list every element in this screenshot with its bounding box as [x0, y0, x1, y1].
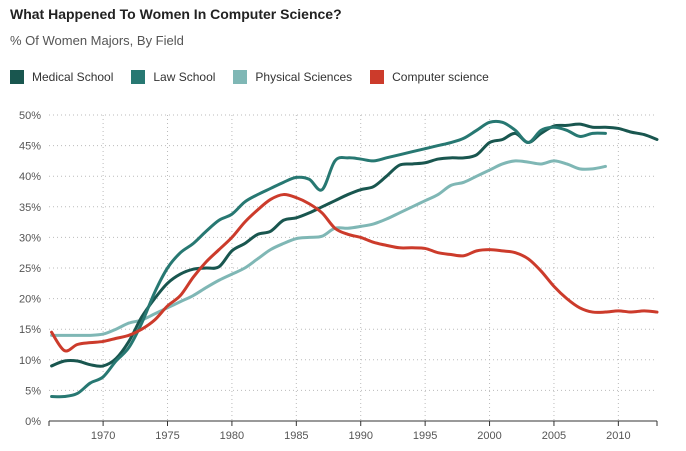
- x-tick-label: 1980: [220, 430, 244, 442]
- series-line-physical-sciences: [50, 159, 607, 337]
- y-tick-label: 45%: [19, 141, 41, 153]
- gridlines: [49, 114, 657, 421]
- x-axis: 1970 1975 1980 1985 1990 1995 2000 2005 2010: [48, 420, 658, 442]
- series-lines: [50, 119, 659, 399]
- x-tick-label: 2005: [542, 430, 566, 442]
- y-tick-label: 5%: [25, 385, 41, 397]
- legend-item-physical-sciences: Physical Sciences: [233, 70, 352, 84]
- legend-label-medical-school: Medical School: [32, 70, 114, 84]
- legend-swatch-physical-sciences: [233, 70, 248, 84]
- legend-item-medical-school: Medical School: [10, 70, 113, 84]
- y-tick-label: 10%: [19, 355, 41, 367]
- y-tick-label: 35%: [19, 202, 41, 214]
- y-axis-ticks: 0% 5% 10% 15% 20% 25% 30% 35% 40% 45% 50%: [19, 110, 41, 428]
- legend-label-computer-science: Computer science: [392, 70, 489, 84]
- legend-label-law-school: Law School: [153, 70, 216, 84]
- series-line-law-school: [50, 119, 607, 399]
- y-tick-label: 30%: [19, 232, 41, 244]
- x-tick-label: 2010: [606, 430, 630, 442]
- legend-label-physical-sciences: Physical Sciences: [255, 70, 353, 84]
- x-tick-label: 1970: [91, 430, 115, 442]
- legend-swatch-computer-science: [370, 70, 385, 84]
- x-tick-label: 1975: [155, 430, 179, 442]
- y-tick-label: 50%: [19, 110, 41, 122]
- legend-item-computer-science: Computer science: [370, 70, 489, 84]
- y-tick-label: 20%: [19, 294, 41, 306]
- series-line-computer-science: [50, 193, 659, 353]
- chart-subtitle: % Of Women Majors, By Field: [10, 33, 184, 48]
- y-tick-label: 0%: [25, 416, 41, 428]
- legend-swatch-medical-school: [10, 70, 24, 84]
- legend-item-law-school: Law School: [131, 70, 215, 84]
- y-tick-label: 25%: [19, 263, 41, 275]
- y-tick-label: 15%: [19, 324, 41, 336]
- x-tick-label: 1995: [413, 430, 437, 442]
- chart-legend: Medical School Law School Physical Scien…: [10, 70, 507, 84]
- x-tick-label: 1990: [348, 430, 372, 442]
- x-tick-label: 2000: [477, 430, 501, 442]
- chart-title: What Happened To Women In Computer Scien…: [10, 6, 342, 22]
- series-line-medical-school: [50, 122, 659, 368]
- y-tick-label: 40%: [19, 171, 41, 183]
- x-tick-label: 1985: [284, 430, 308, 442]
- legend-swatch-law-school: [131, 70, 146, 84]
